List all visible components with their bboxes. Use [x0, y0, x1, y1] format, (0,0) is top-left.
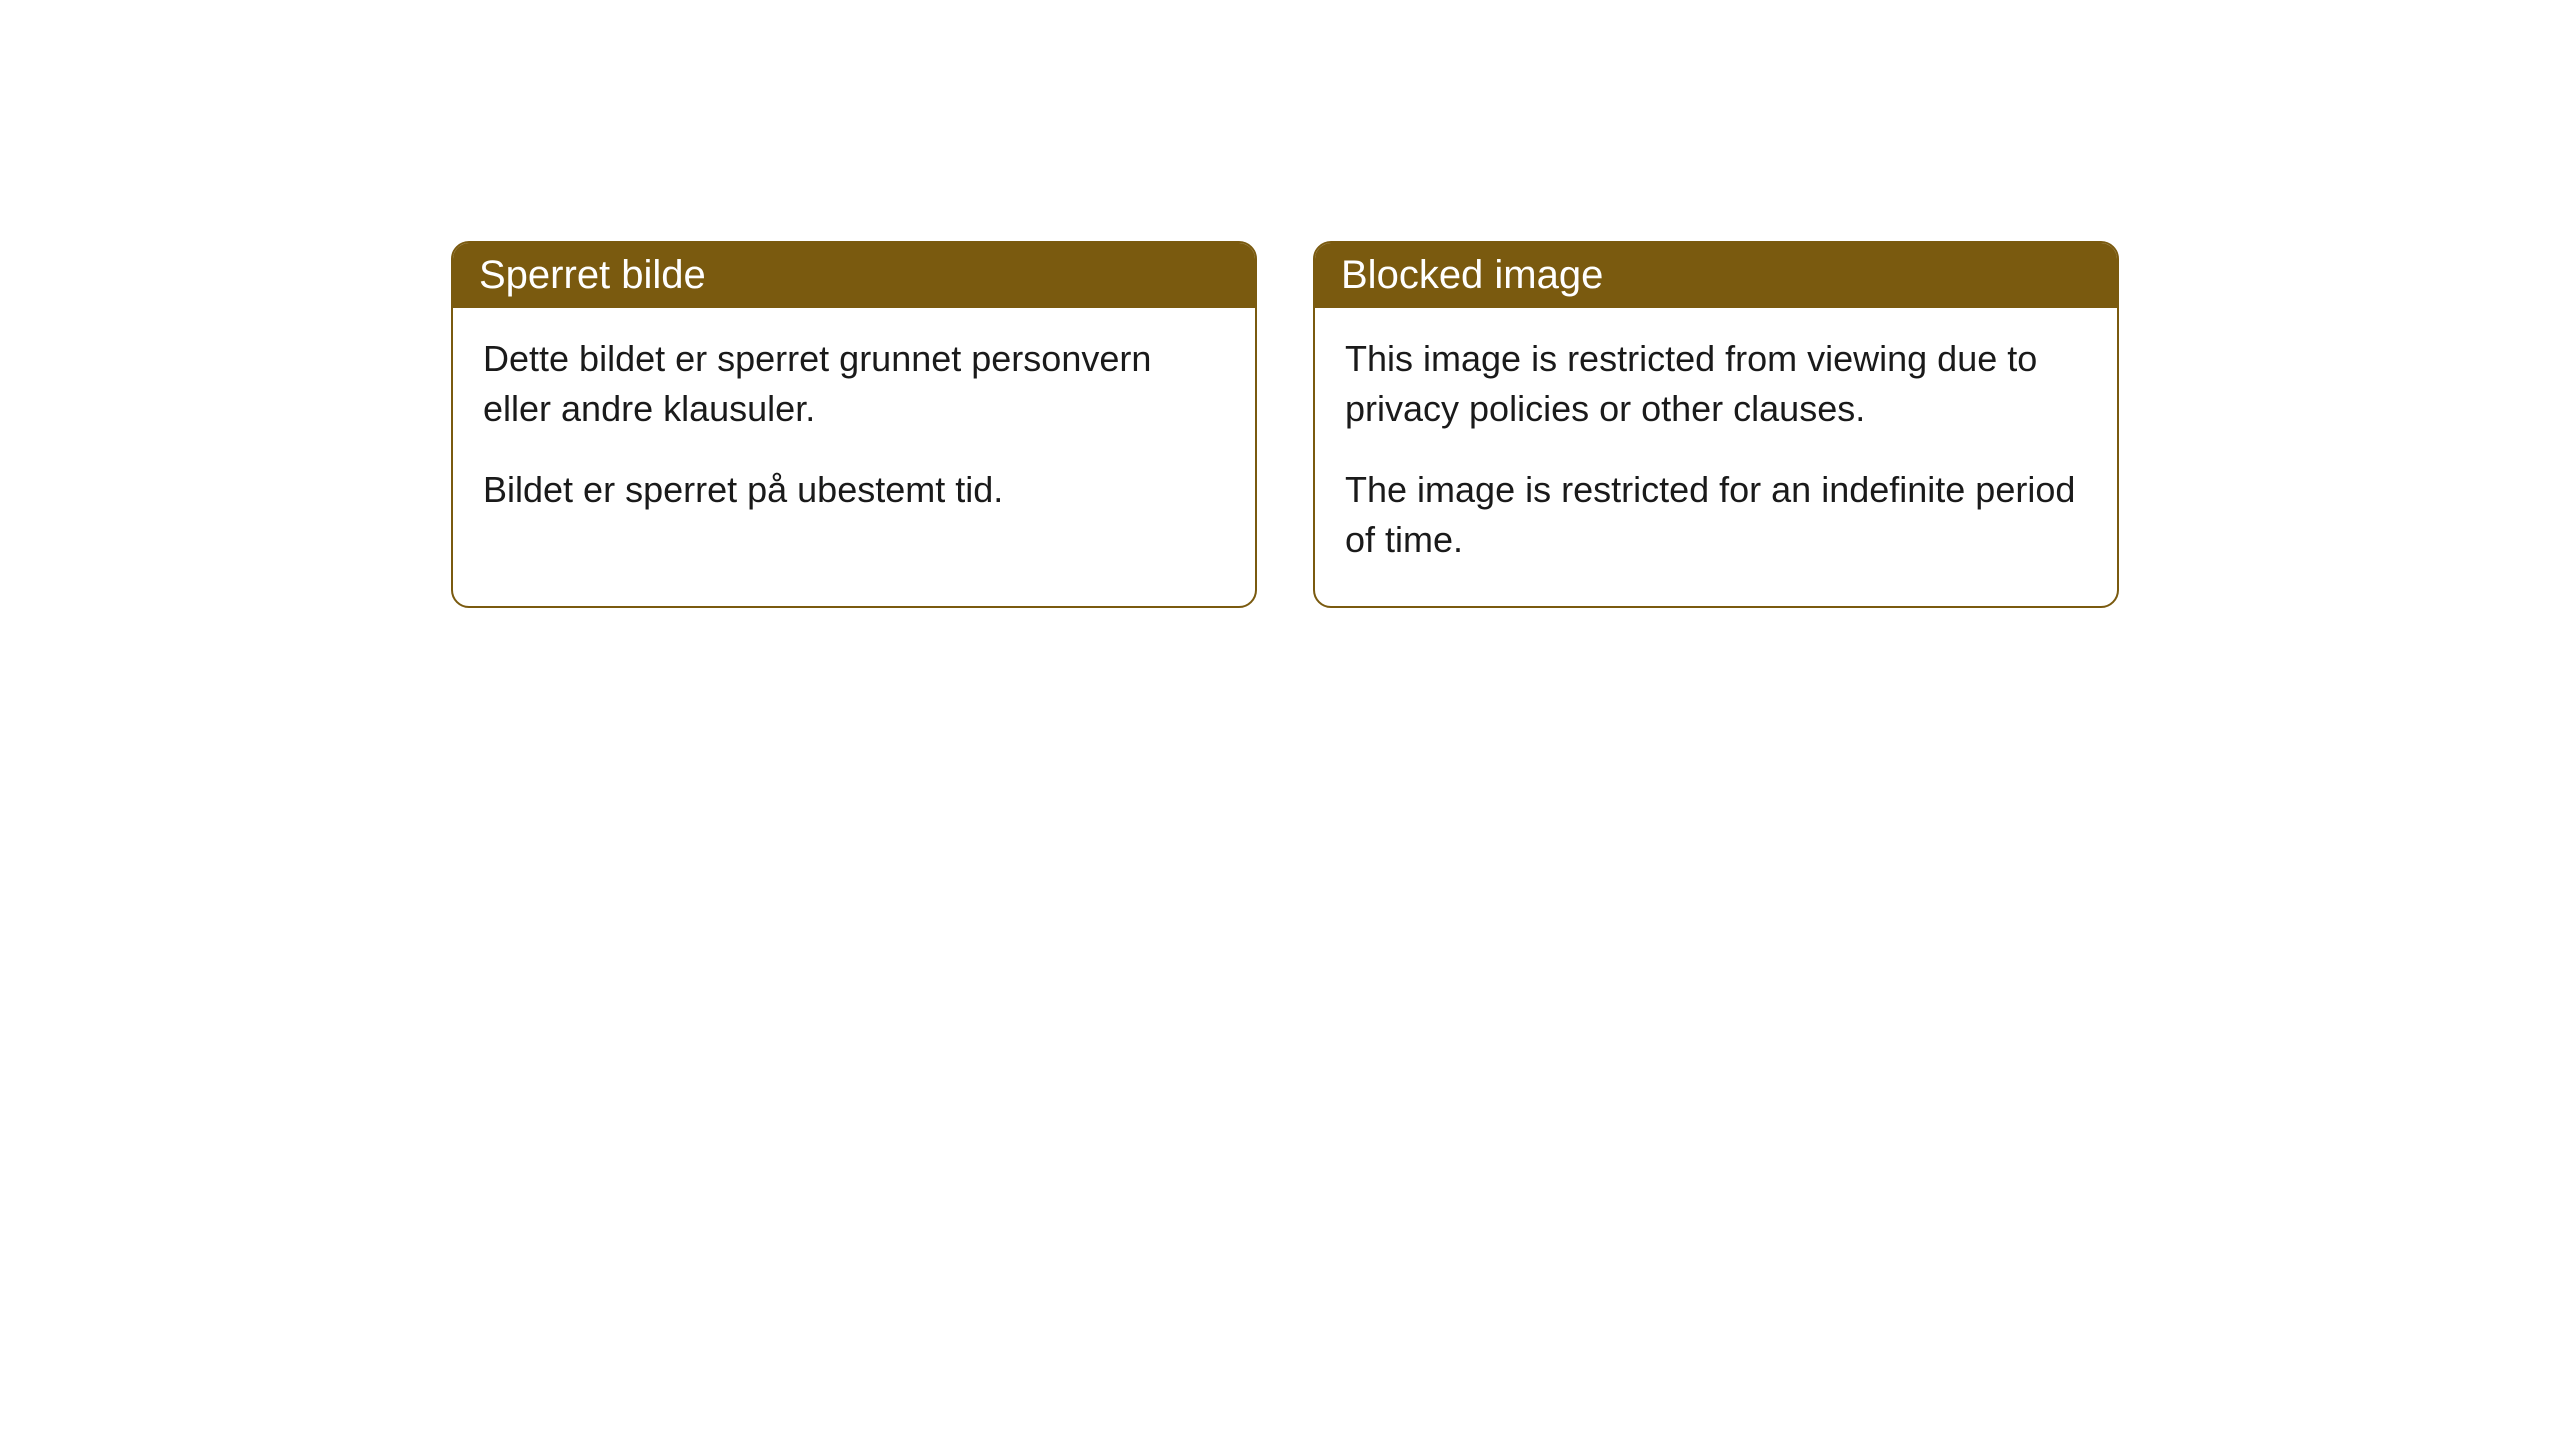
card-title: Blocked image	[1341, 253, 1603, 297]
card-body-english: This image is restricted from viewing du…	[1315, 308, 2117, 606]
card-paragraph: Dette bildet er sperret grunnet personve…	[483, 334, 1225, 435]
card-paragraph: The image is restricted for an indefinit…	[1345, 465, 2087, 566]
card-english: Blocked image This image is restricted f…	[1313, 241, 2119, 608]
cards-container: Sperret bilde Dette bildet er sperret gr…	[451, 241, 2119, 608]
card-header-norwegian: Sperret bilde	[453, 243, 1255, 308]
card-title: Sperret bilde	[479, 253, 706, 297]
card-paragraph: Bildet er sperret på ubestemt tid.	[483, 465, 1225, 515]
card-header-english: Blocked image	[1315, 243, 2117, 308]
card-norwegian: Sperret bilde Dette bildet er sperret gr…	[451, 241, 1257, 608]
card-body-norwegian: Dette bildet er sperret grunnet personve…	[453, 308, 1255, 555]
card-paragraph: This image is restricted from viewing du…	[1345, 334, 2087, 435]
